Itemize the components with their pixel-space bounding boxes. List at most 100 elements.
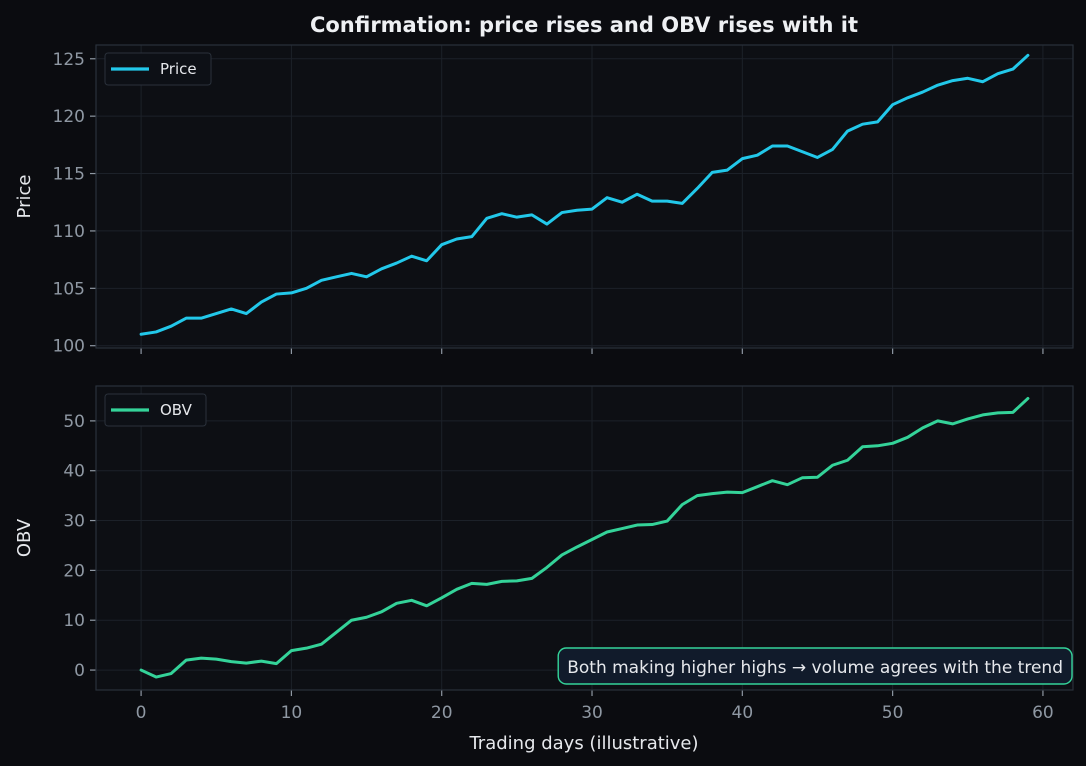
data-point [170, 325, 173, 328]
data-point [666, 200, 669, 203]
data-point [906, 436, 909, 439]
data-point [636, 193, 639, 196]
data-point [500, 212, 503, 215]
data-point [215, 312, 218, 315]
data-point [786, 145, 789, 148]
data-point [245, 662, 248, 665]
annotation: Both making higher highs → volume agrees… [557, 647, 1073, 685]
data-point [771, 479, 774, 482]
data-point [260, 301, 263, 304]
data-point [275, 662, 278, 665]
data-point [951, 422, 954, 425]
x-tick-label: 30 [581, 703, 603, 723]
y-tick-label: 40 [63, 462, 85, 482]
data-point [320, 279, 323, 282]
x-tick-label: 60 [1032, 703, 1054, 723]
y-tick-label: 10 [63, 611, 85, 631]
data-point [470, 582, 473, 585]
y-tick-label: 110 [53, 222, 85, 242]
data-point [350, 619, 353, 622]
data-point [876, 444, 879, 447]
data-point [576, 546, 579, 549]
y-tick-label: 120 [53, 107, 85, 127]
data-point [515, 216, 518, 219]
panel-obv: 0 10 20 30 40 50 60 0 10 20 30 40 50 OBV OBV Both makin… [14, 385, 1074, 723]
data-point [290, 649, 293, 652]
x-tick-label: 40 [732, 703, 754, 723]
data-point [711, 492, 714, 495]
data-point [561, 211, 564, 214]
annotation-text: Both making higher highs → volume agrees… [567, 658, 1063, 678]
annotation-box [557, 647, 1073, 685]
y-tick-label: 0 [74, 661, 85, 681]
data-point [155, 331, 158, 334]
data-point [981, 414, 984, 417]
data-point [320, 643, 323, 646]
data-point [485, 583, 488, 586]
y-tick-label: 30 [63, 512, 85, 532]
data-point [816, 476, 819, 479]
data-point [425, 259, 428, 262]
data-point [546, 566, 549, 569]
data-point [966, 417, 969, 420]
panel-price: 100 105 110 115 120 125 Price Price [14, 44, 1074, 357]
y-tick-label: 20 [63, 561, 85, 581]
data-point [921, 91, 924, 94]
data-point [726, 491, 729, 494]
data-point [200, 657, 203, 660]
y-tick-label: 105 [53, 279, 85, 299]
plot-area [96, 386, 1073, 690]
x-axis-label: Trading days (illustrative) [468, 733, 698, 754]
data-point [666, 520, 669, 523]
y-tick-label: 100 [53, 337, 85, 357]
data-point [876, 121, 879, 124]
data-point [621, 201, 624, 204]
x-tick-label: 50 [882, 703, 904, 723]
series-line-obv [139, 396, 1030, 679]
data-point [455, 588, 458, 591]
data-point [591, 208, 594, 211]
data-point [380, 267, 383, 270]
legend: Price [104, 52, 212, 86]
data-point [966, 77, 969, 80]
data-point [816, 156, 819, 159]
data-point [621, 527, 624, 530]
data-point [410, 599, 413, 602]
y-tick-label: 50 [63, 412, 85, 432]
data-point [906, 96, 909, 99]
data-point [380, 610, 383, 613]
y-tick-label: 115 [53, 165, 85, 185]
data-point [936, 419, 939, 422]
data-point [1027, 397, 1030, 400]
data-point [275, 293, 278, 296]
data-point [996, 72, 999, 75]
y-axis-label: OBV [14, 518, 35, 557]
legend-label: OBV [160, 401, 193, 419]
data-point [846, 130, 849, 133]
data-point [756, 485, 759, 488]
data-point [530, 213, 533, 216]
data-point [936, 84, 939, 87]
data-point [741, 491, 744, 494]
data-point [726, 169, 729, 172]
data-point [651, 523, 654, 526]
data-point [185, 659, 188, 662]
data-point [260, 660, 263, 663]
data-point [846, 459, 849, 462]
data-point [440, 596, 443, 599]
data-point [891, 442, 894, 445]
data-point [170, 672, 173, 675]
data-point [365, 275, 368, 278]
data-point [861, 123, 864, 126]
data-point [350, 272, 353, 275]
data-point [561, 554, 564, 557]
data-point [921, 426, 924, 429]
data-point [515, 579, 518, 582]
data-point [140, 669, 143, 672]
data-point [681, 503, 684, 506]
data-point [305, 647, 308, 650]
x-tick-label: 10 [281, 703, 303, 723]
series-line-price [139, 53, 1030, 336]
